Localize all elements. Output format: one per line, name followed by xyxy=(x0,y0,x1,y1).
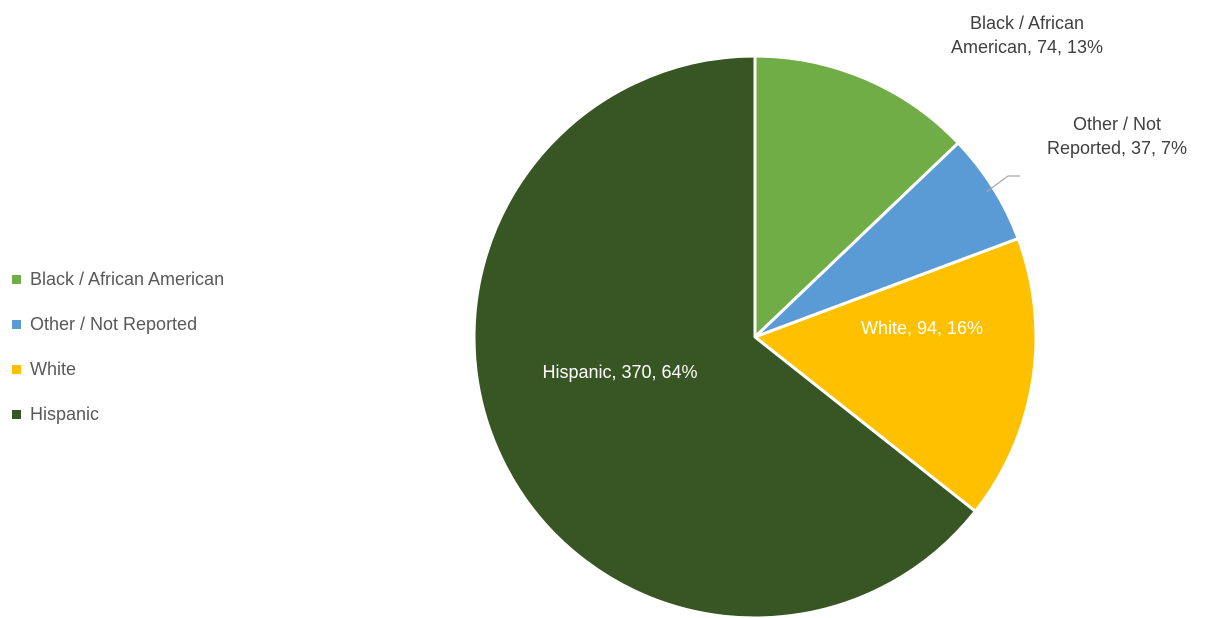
data-label-line: Black / African xyxy=(970,13,1084,33)
data-label: Hispanic, 370, 64% xyxy=(542,362,697,382)
data-label: Other / Not Reported, 37, 7% xyxy=(1047,114,1187,158)
legend: Black / African American Other / Not Repo… xyxy=(12,257,312,437)
legend-item: Black / African American xyxy=(12,257,312,302)
legend-label: White xyxy=(30,359,77,379)
legend-item: Hispanic xyxy=(12,392,312,437)
data-label: White, 94, 16% xyxy=(861,318,983,338)
data-label-line: Reported, 37, 7% xyxy=(1047,138,1187,158)
legend-swatch xyxy=(12,365,21,374)
legend-item: Other / Not Reported xyxy=(12,302,312,347)
data-label-line: American, 74, 13% xyxy=(951,37,1103,57)
legend-swatch xyxy=(12,410,21,419)
pie-slice xyxy=(753,54,960,339)
legend-swatch xyxy=(12,275,21,284)
leader-line xyxy=(985,175,1020,193)
legend-item: White xyxy=(12,347,312,392)
legend-label: Black / African American xyxy=(30,269,225,289)
pie-slice xyxy=(472,54,977,618)
data-label-line: White, 94, 16% xyxy=(861,318,983,338)
pie-slice xyxy=(753,237,1038,513)
legend-label: Other / Not Reported xyxy=(30,314,198,334)
data-label-line: Hispanic, 370, 64% xyxy=(542,362,697,382)
legend-swatch xyxy=(12,320,21,329)
data-label-line: Other / Not xyxy=(1073,114,1161,134)
legend-label: Hispanic xyxy=(30,404,100,424)
data-label: Black / African American, 74, 13% xyxy=(951,13,1103,57)
